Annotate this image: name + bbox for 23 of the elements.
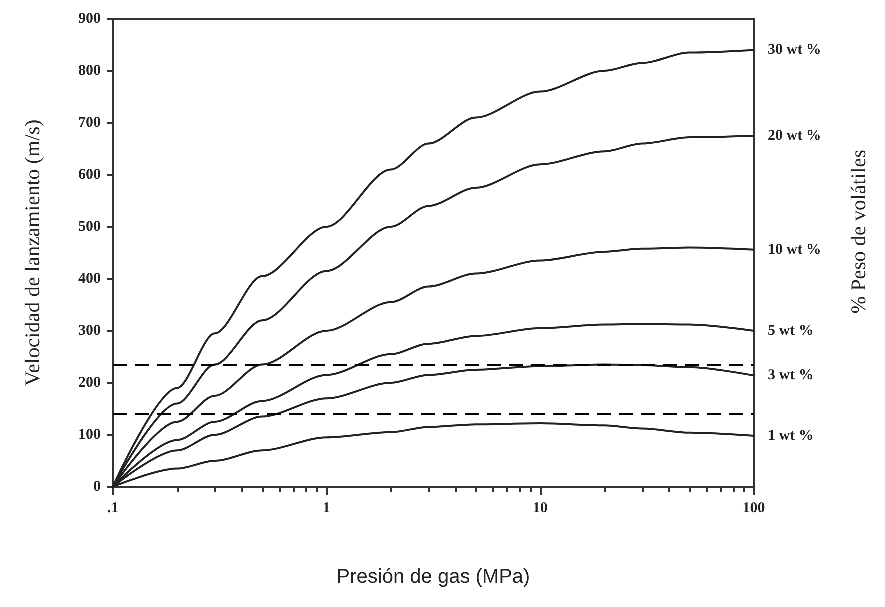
y-tick-label: 300 [78, 323, 101, 339]
x-tick-label: 1 [322, 500, 330, 516]
series-label: 10 wt % [768, 242, 822, 258]
x-tick-label: .1 [107, 500, 119, 516]
y-tick-label: 500 [78, 219, 101, 235]
y-tick-label: 100 [78, 427, 101, 443]
x-axis-title: Presión de gas (MPa) [336, 566, 530, 588]
y-tick-label: 400 [78, 271, 101, 287]
x-tick-label: 100 [742, 500, 766, 516]
series-label: 30 wt % [768, 42, 822, 58]
x-tick-label: 10 [532, 500, 548, 516]
y-tick-label: 900 [78, 11, 101, 27]
y-tick-label: 700 [78, 115, 101, 131]
series-label: 5 wt % [768, 323, 814, 339]
y-tick-label: 200 [78, 375, 101, 391]
y-tick-label: 0 [94, 479, 101, 495]
series-label: 1 wt % [768, 428, 814, 444]
y-axis-title: Velocidad de lanzamiento (m/s) [20, 120, 44, 386]
y2-axis-title: % Peso de volátiles [846, 150, 870, 314]
y-tick-label: 600 [78, 167, 101, 183]
series-label: 20 wt % [768, 128, 822, 144]
y-tick-label: 800 [78, 63, 101, 79]
series-label: 3 wt % [768, 368, 814, 384]
